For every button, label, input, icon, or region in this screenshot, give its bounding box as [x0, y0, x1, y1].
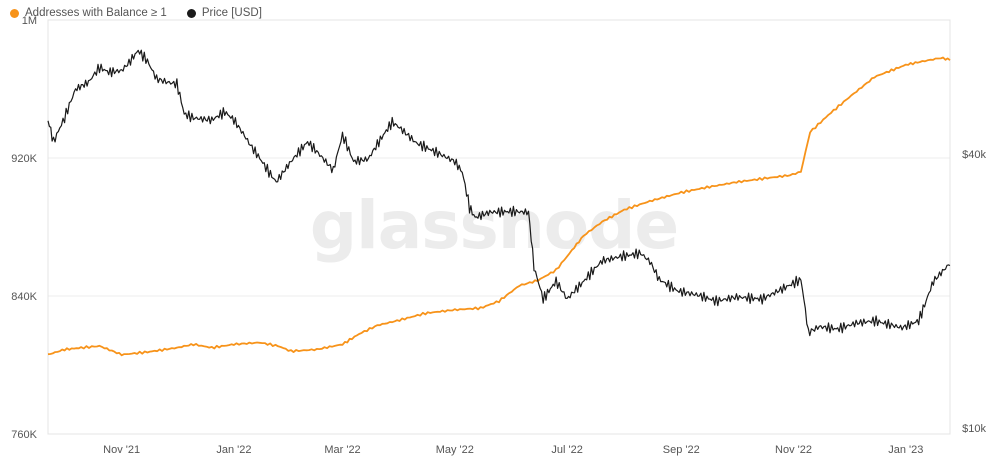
y-left-tick-label: 1M [22, 15, 37, 27]
x-tick-label: Jul '22 [551, 444, 582, 456]
legend-swatch-addresses [10, 8, 19, 18]
x-tick-label: May '22 [436, 444, 474, 456]
legend-label-addresses: Addresses with Balance ≥ 1 [25, 7, 167, 19]
price-series-line [47, 49, 951, 337]
axis-labels: 760K 840K 920K 1M Nov '21 Jan '22 Mar '22 May '… [11, 15, 986, 456]
plot-frame [47, 19, 951, 435]
y-right-tick-label: $40k [962, 149, 986, 161]
y-left-tick-label: 920K [11, 153, 37, 165]
addresses-series-line [47, 56, 951, 357]
legend-label-price: Price [USD] [201, 7, 262, 19]
legend-item-addresses[interactable]: Addresses with Balance ≥ 1 [10, 7, 167, 19]
y-right-tick-label: $10k [962, 423, 986, 435]
x-tick-label: Nov '21 [103, 444, 140, 456]
x-tick-label: Sep '22 [663, 444, 700, 456]
legend-item-price[interactable]: Price [USD] [186, 7, 262, 19]
chart-legend: Addresses with Balance ≥ 1 Price [USD] [10, 5, 262, 21]
legend-swatch-price [186, 8, 196, 18]
x-tick-label: Mar '22 [324, 444, 360, 456]
x-tick-label: Nov '22 [775, 444, 812, 456]
series-layer [47, 49, 951, 357]
y-left-tick-label: 840K [11, 291, 37, 303]
y-left-tick-label: 760K [11, 429, 37, 441]
x-tick-label: Jan '23 [888, 444, 923, 456]
watermark-text: glassnode [310, 187, 678, 264]
x-tick-label: Jan '22 [216, 444, 251, 456]
